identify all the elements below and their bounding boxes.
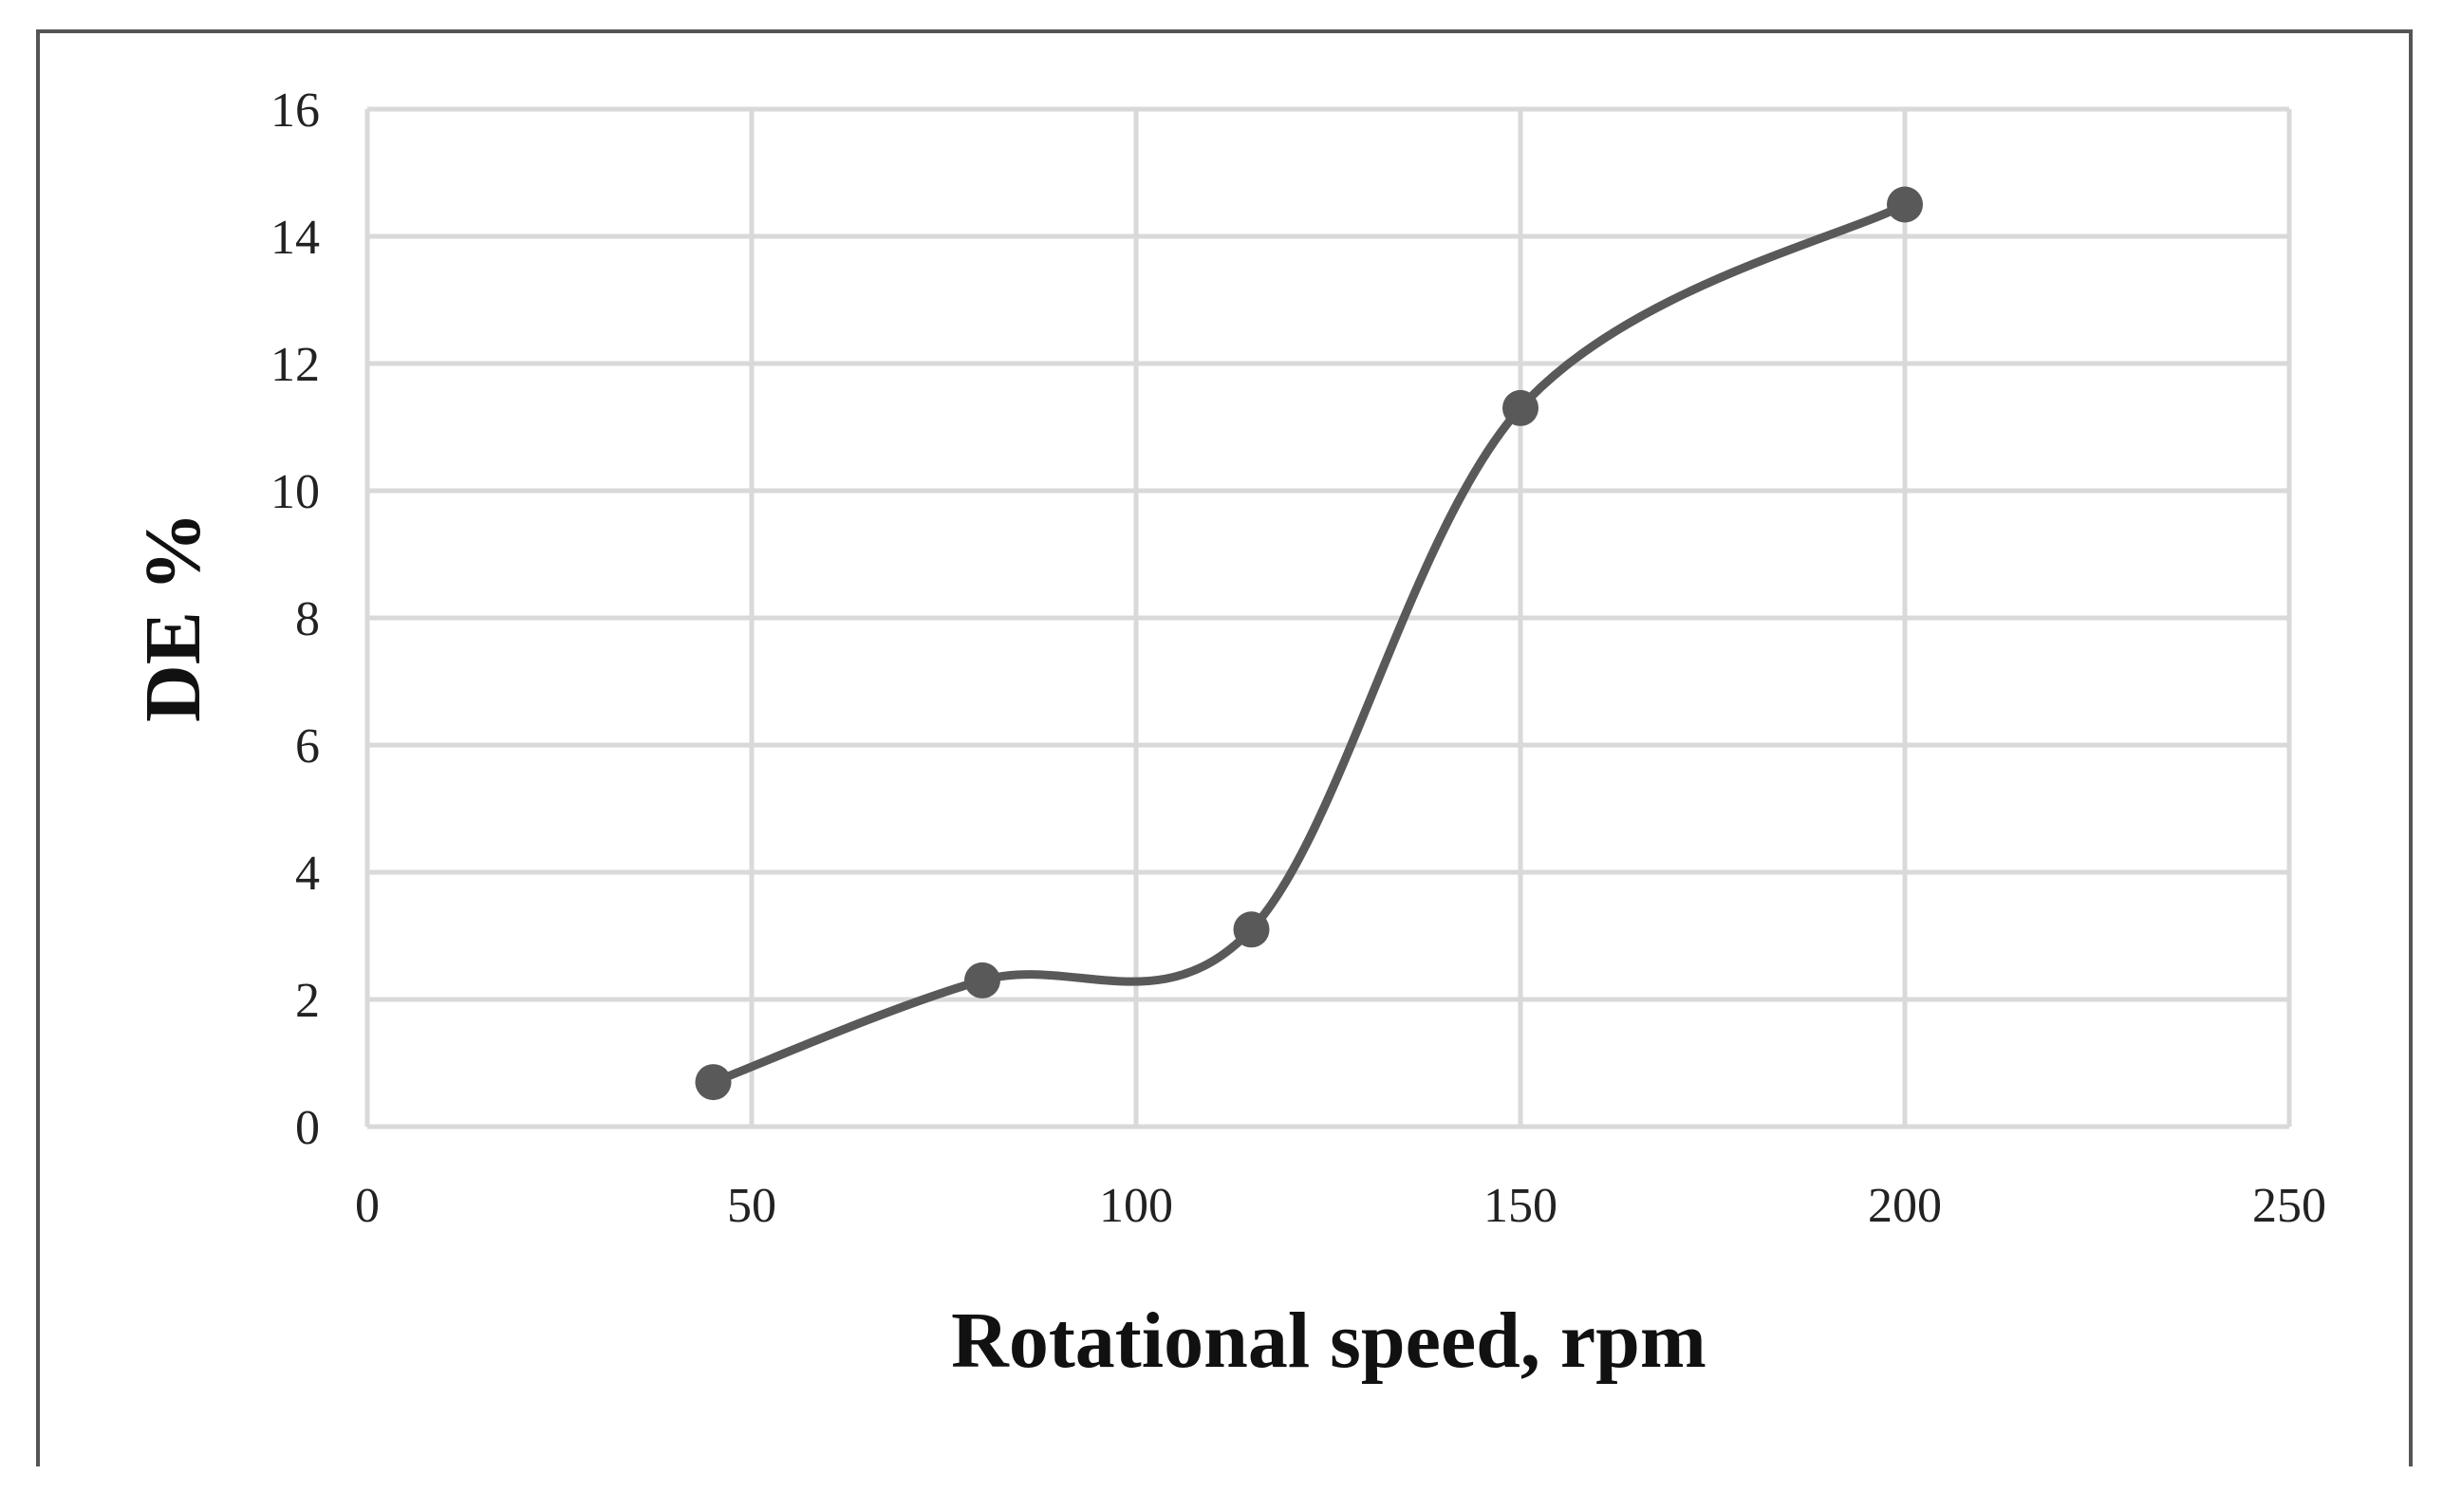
x-axis-title: Rotational speed, rpm bbox=[951, 1297, 1706, 1385]
data-point bbox=[964, 961, 1000, 999]
series-line bbox=[709, 200, 1910, 1087]
x-tick-label: 250 bbox=[2252, 1179, 2326, 1233]
x-axis-ticks: 0 50 100 150 200 250 bbox=[355, 1179, 2326, 1233]
x-tick-label: 50 bbox=[727, 1179, 776, 1233]
y-tick-label: 12 bbox=[270, 338, 320, 392]
x-tick-label: 100 bbox=[1099, 1179, 1173, 1233]
figure-border bbox=[36, 29, 2413, 1466]
y-tick-label: 6 bbox=[295, 719, 320, 774]
y-tick-label: 8 bbox=[295, 592, 320, 646]
y-tick-label: 0 bbox=[295, 1101, 320, 1155]
y-tick-label: 14 bbox=[270, 211, 320, 265]
y-axis-title: DE % bbox=[129, 512, 217, 722]
data-point bbox=[1233, 911, 1270, 948]
x-tick-label: 200 bbox=[1868, 1179, 1942, 1233]
y-tick-label: 16 bbox=[270, 84, 320, 138]
y-tick-label: 4 bbox=[295, 847, 320, 901]
data-point bbox=[1887, 186, 1923, 223]
y-axis-ticks: 0 2 4 6 8 10 12 14 16 bbox=[270, 84, 320, 1155]
grid bbox=[364, 106, 2292, 1129]
y-tick-label: 10 bbox=[270, 465, 320, 519]
series-group bbox=[695, 186, 1923, 1101]
data-point bbox=[695, 1064, 732, 1101]
x-tick-label: 150 bbox=[1483, 1179, 1557, 1233]
y-tick-label: 2 bbox=[295, 974, 320, 1028]
x-tick-label: 0 bbox=[355, 1179, 380, 1233]
data-point bbox=[1502, 389, 1539, 426]
